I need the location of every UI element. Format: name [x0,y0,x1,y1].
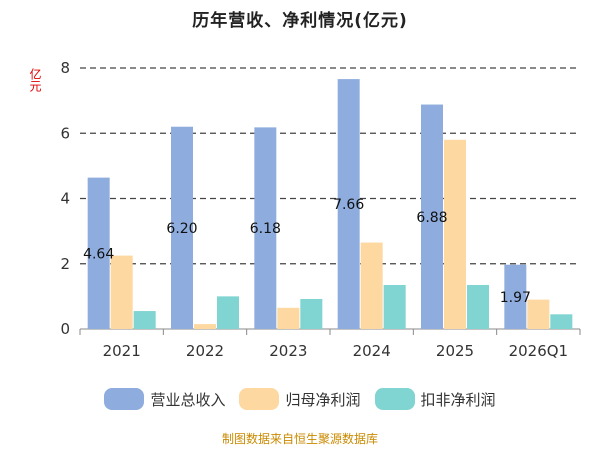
legend-swatch [374,388,415,410]
bar-0-5 [504,264,527,329]
legend-item: 归母净利润 [239,388,361,410]
legend-item: 扣非净利润 [374,388,496,410]
y-axis-label: 亿元 [28,68,42,92]
bar-0-1 [171,126,193,329]
data-label: 6.20 [166,221,197,237]
bar-2-4 [467,284,489,329]
bar-0-2 [254,127,277,329]
legend: 营业总收入 归母净利润 扣非净利润 [0,388,600,410]
data-label: 4.64 [83,246,114,262]
data-label: 7.66 [333,197,364,213]
bar-2-5 [550,314,573,329]
legend-swatch [239,388,280,410]
legend-item: 营业总收入 [104,388,225,410]
legend-label: 归母净利润 [285,390,361,409]
data-label: 6.88 [416,210,447,226]
x-tick-label: 2026Q1 [509,342,569,360]
data-label: 6.18 [250,221,281,237]
y-tick-label: 4 [60,190,70,208]
x-tick-label: 2021 [103,342,141,360]
x-tick-label: 2022 [186,342,224,360]
bar-1-5 [527,299,550,329]
bar-2-1 [217,296,239,329]
x-tick-label: 2025 [436,342,474,360]
bar-0-3 [337,79,360,329]
bar-1-0 [110,255,133,329]
y-tick-label: 2 [60,255,70,273]
legend-label: 营业总收入 [150,390,226,409]
bar-0-0 [87,177,110,329]
x-tick-label: 2023 [269,342,307,360]
chart-title: 历年营收、净利情况(亿元) [192,11,408,31]
legend-swatch [104,388,145,410]
data-label: 1.97 [500,290,531,306]
y-tick-label: 6 [60,124,70,142]
y-tick-label: 0 [60,320,70,338]
legend-label: 扣非净利润 [420,390,496,409]
bar-1-3 [360,242,383,329]
bar-2-3 [383,284,406,329]
bar-1-1 [194,324,216,329]
source-note: 制图数据来自恒生聚源数据库 [221,432,378,446]
bar-1-4 [444,139,466,329]
bar-1-2 [277,307,300,329]
bar-2-2 [300,298,323,329]
bar-0-4 [421,104,443,329]
y-tick-label: 8 [60,59,70,77]
bar-2-0 [133,311,156,329]
x-tick-label: 2024 [353,342,391,360]
